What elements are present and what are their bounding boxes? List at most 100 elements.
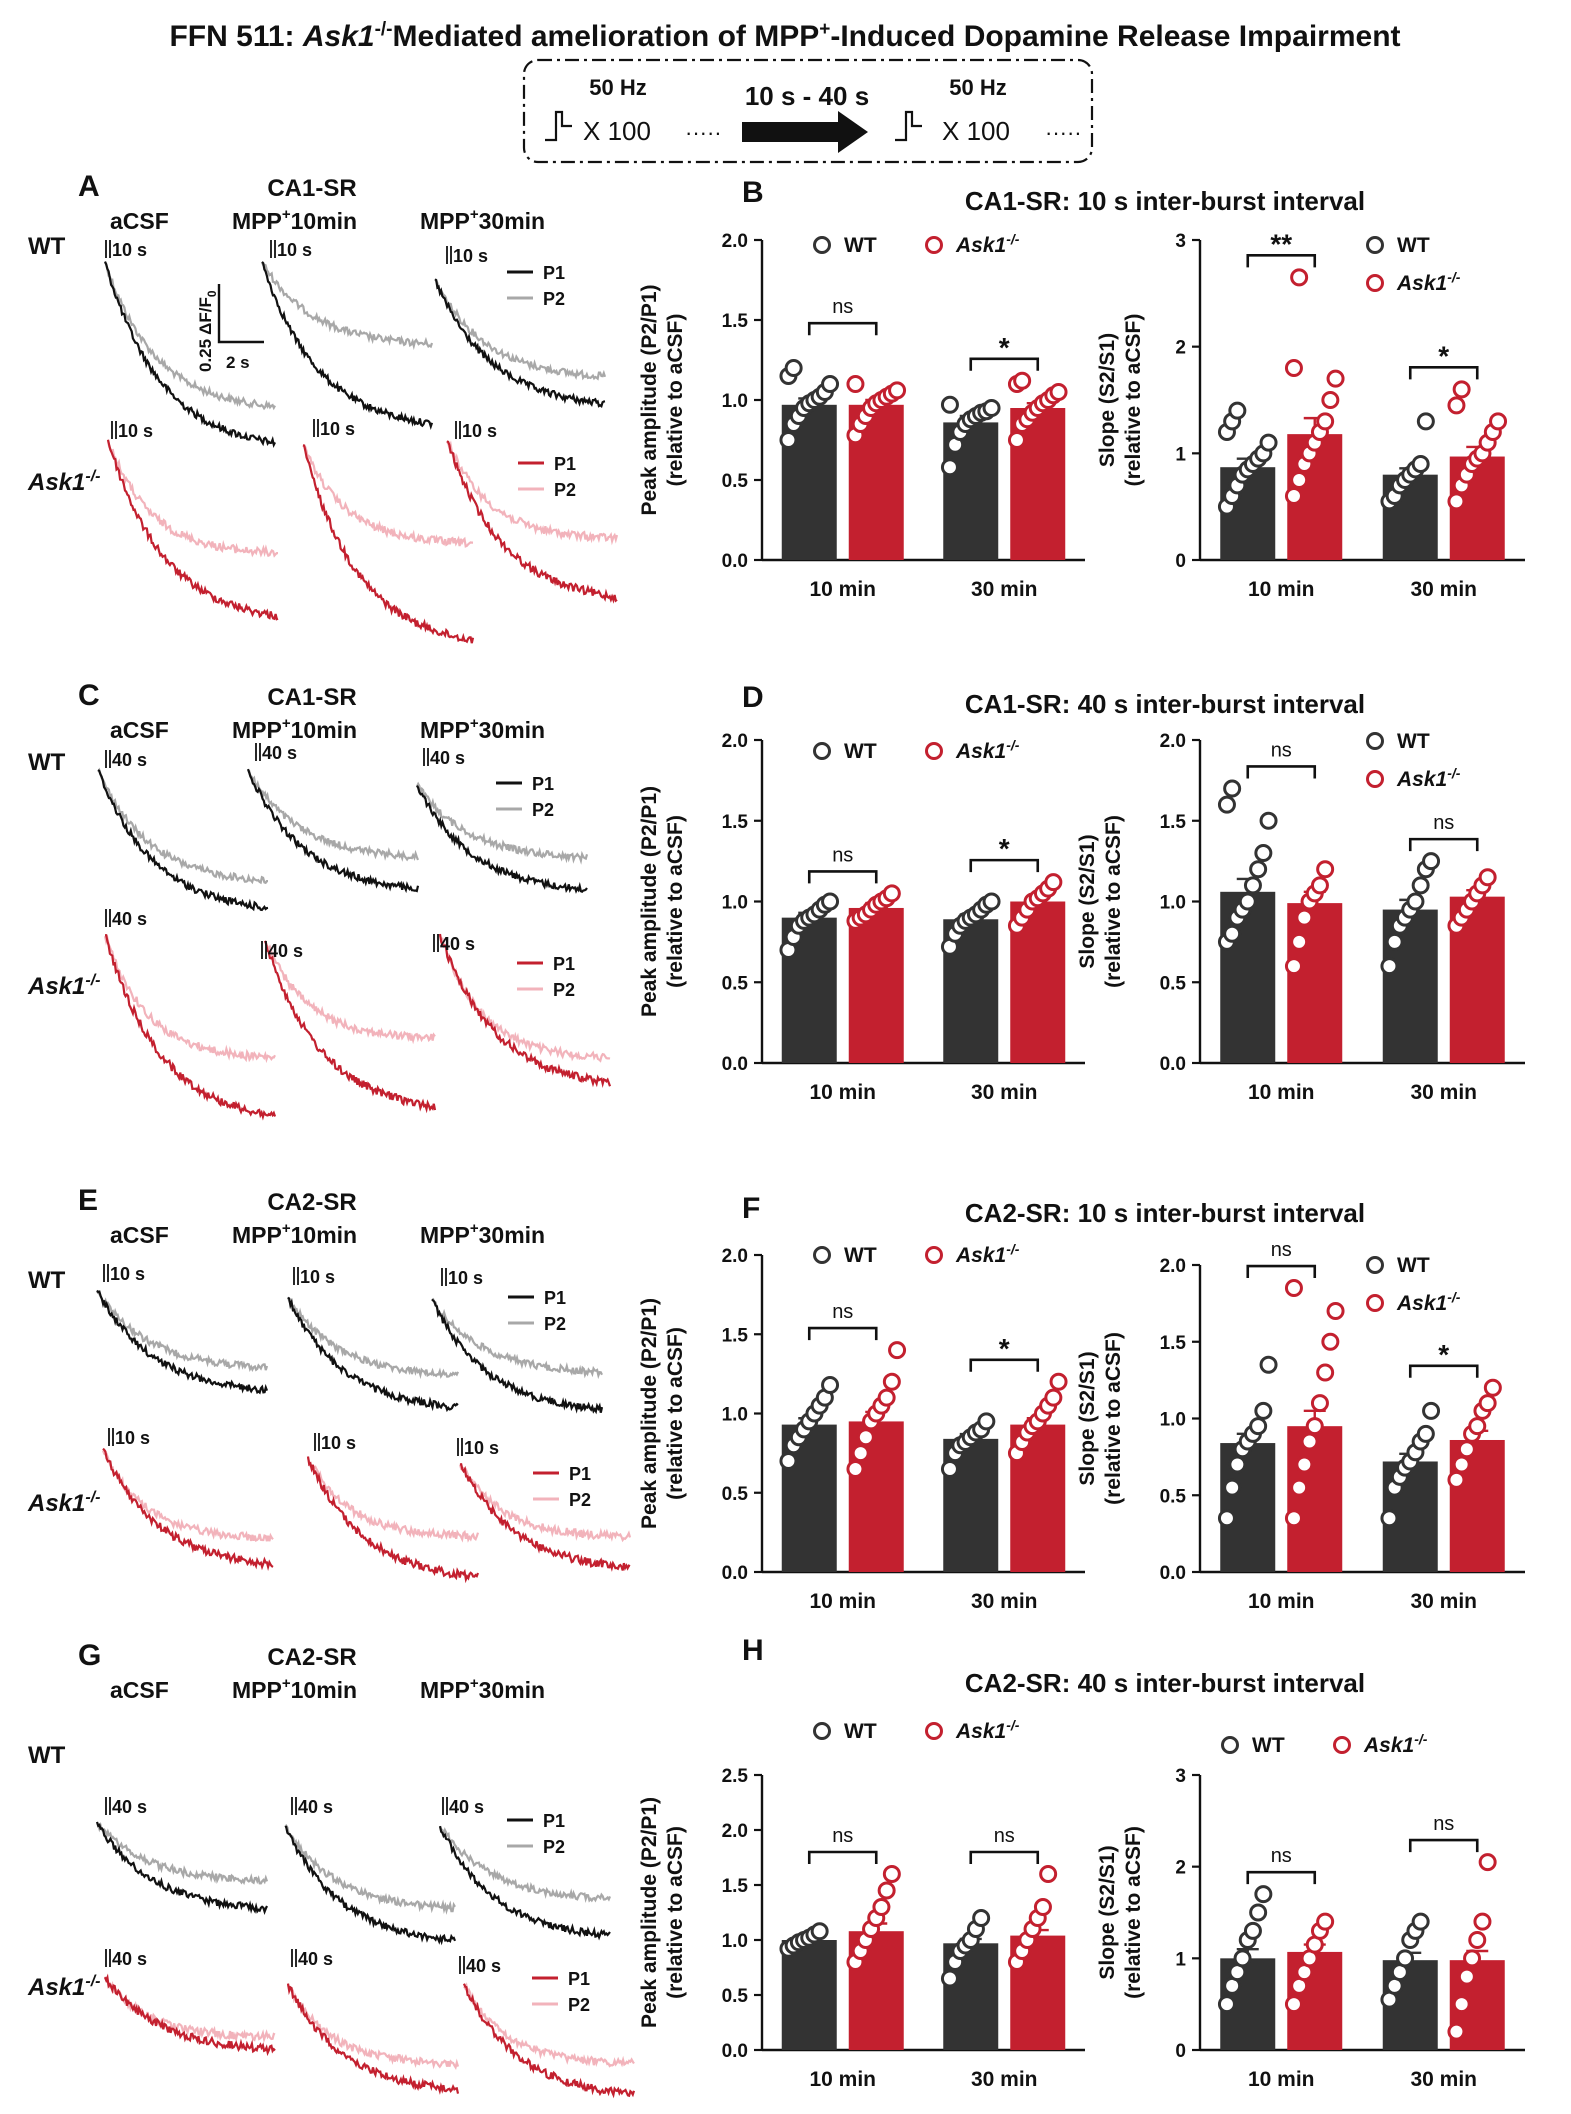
y-tick-label: 1.5 [722, 1325, 749, 1346]
data-point-wt [1385, 932, 1404, 951]
legend: WT Ask1-/- [813, 231, 1020, 257]
data-point-ask1-ko [872, 1898, 891, 1916]
legend-label-p2: P2 [544, 1314, 566, 1334]
trace-wt-p1 [438, 1825, 611, 1941]
gene-superscript: -/- [1006, 1717, 1020, 1733]
stim-interval-label: 10 s [462, 421, 497, 441]
trace-ko-p1 [106, 439, 279, 621]
protocol-dots-1: ····· [685, 120, 722, 145]
cond-pre: MPP [420, 208, 470, 234]
x-category-label: 10 min [1248, 578, 1315, 601]
data-point-ask1-ko [1039, 1865, 1058, 1883]
cond-pre: MPP [232, 717, 282, 743]
data-point-wt [1416, 412, 1435, 431]
data-point-wt [1217, 1509, 1236, 1528]
data-point-wt [982, 399, 1001, 417]
data-point-wt [940, 395, 959, 414]
trace-ko-p1 [286, 1983, 460, 2095]
cond-plus: + [282, 1675, 291, 1692]
stim-interval-label: 10 s [115, 1428, 150, 1448]
row-label-ask1-ko: Ask1-/- [27, 468, 100, 496]
data-point-ask1-ko [1284, 1995, 1303, 2014]
trace-group-wt: 10 s [103, 240, 276, 449]
legend-label-wt: WT [1252, 1734, 1285, 1757]
data-point-ask1-ko [1447, 492, 1466, 511]
cond-plus: + [470, 206, 479, 223]
cond-plus: + [470, 715, 479, 732]
y-tick-label: 0.5 [722, 1986, 749, 2007]
legend-label-p1: P1 [543, 263, 565, 283]
data-point-ask1-ko [1447, 396, 1466, 415]
data-point-wt [1416, 1424, 1435, 1443]
trace-ko-p2 [286, 1984, 460, 2071]
trace-group-wt: 10 s [96, 1264, 269, 1395]
legend-marker-wt [1366, 732, 1384, 750]
significance-bracket [807, 870, 878, 884]
legend-label-wt: WT [844, 234, 877, 257]
significance-label: * [999, 1333, 1010, 1364]
data-point-wt [1249, 1903, 1268, 1922]
legend-marker-wt [1366, 236, 1384, 254]
data-point-ask1-ko [877, 1388, 896, 1407]
data-point-wt [972, 1909, 991, 1927]
stim-interval-label: 40 s [449, 1797, 484, 1817]
gene-superscript: -/- [1006, 1241, 1020, 1257]
stim-interval-label: 10 s [112, 240, 147, 260]
data-point-ask1-ko [877, 1881, 896, 1900]
trace-group-ko: 10 s [101, 1428, 274, 1572]
gene-name: Ask1 [955, 1244, 1006, 1267]
y-tick-label: 1.0 [722, 1405, 748, 1426]
cond-post: 10min [291, 208, 357, 234]
significance-label: ns [1271, 1845, 1292, 1867]
data-point-ask1-ko [1452, 1995, 1471, 2014]
trace-group-ko: 10 s [457, 1438, 632, 1572]
y-tick-label: 1.0 [722, 1931, 748, 1952]
condition-acsf: aCSF [110, 717, 169, 743]
gene-superscript: -/- [85, 1489, 100, 1506]
data-point-ask1-ko [1305, 1417, 1324, 1436]
trace-group-ko: 40 s [286, 1949, 460, 2095]
stimulus-pulse-icon [545, 110, 572, 142]
gene-name: Ask1 [27, 973, 85, 1000]
chart-peak: 0.0 0.5 1.0 1.5 2.0 2.5 Peak amplitude (P2/P1)… [638, 1717, 1085, 2091]
data-point-wt [1254, 1885, 1273, 1904]
trace-group-ko: 10 s [106, 421, 279, 621]
y-axis-label-line2: (relative to aCSF) [664, 314, 687, 487]
stim-interval-label: 40 s [298, 1797, 333, 1817]
trace-ko-p2 [306, 1457, 480, 1543]
trace-group-wt: 10 s [434, 246, 607, 409]
y-tick-label: 3 [1175, 231, 1186, 252]
data-point-ask1-ko [1447, 2022, 1466, 2041]
condition-mpp-30min: MPP+30min [420, 206, 545, 234]
legend-label-ask1-ko: Ask1-/- [955, 737, 1020, 763]
trace-ko-p2 [446, 440, 619, 546]
significance-label: ns [1433, 812, 1454, 834]
y-tick-label: 0.5 [722, 1484, 749, 1505]
trace-wt-p2 [431, 1297, 603, 1380]
data-point-wt [1217, 1995, 1236, 2014]
trace-group-wt: 40 s [97, 750, 269, 912]
bar-ask1-ko [1287, 1426, 1343, 1572]
legend-marker-wt [813, 742, 831, 760]
trace-ko-p1 [446, 440, 618, 604]
chart-title: CA1-SR: 10 s inter-burst interval [965, 186, 1365, 216]
trace-ko-p2 [463, 1982, 635, 2068]
chart-peak: 0.0 0.5 1.0 1.5 2.0 Peak amplitude (P2/P1) (re… [638, 731, 1085, 1104]
legend-marker-ask1-ko [925, 1246, 943, 1264]
significance-bracket [1408, 1838, 1479, 1853]
data-point-ask1-ko [1290, 471, 1309, 489]
protocol-diagram: 50 Hz X 100 ····· 10 s - 40 s 50 Hz X 10… [522, 58, 1094, 164]
data-point-ask1-ko [1007, 431, 1026, 449]
x-category-label: 10 min [809, 1081, 876, 1104]
chart-title-region: CA2-SR [965, 1198, 1062, 1228]
legend: WT Ask1-/- [1366, 234, 1461, 295]
cond-pre: MPP [420, 717, 470, 743]
significance-bracket [1246, 1264, 1317, 1279]
panel-letter: F [742, 1192, 760, 1225]
legend-label-ask1-ko: Ask1-/- [1396, 1289, 1461, 1315]
y-tick-label: 0.0 [1160, 1054, 1186, 1075]
cond-plus: + [282, 715, 291, 732]
y-tick-label: 0.0 [1160, 1563, 1186, 1584]
data-point-wt [1411, 1912, 1430, 1931]
